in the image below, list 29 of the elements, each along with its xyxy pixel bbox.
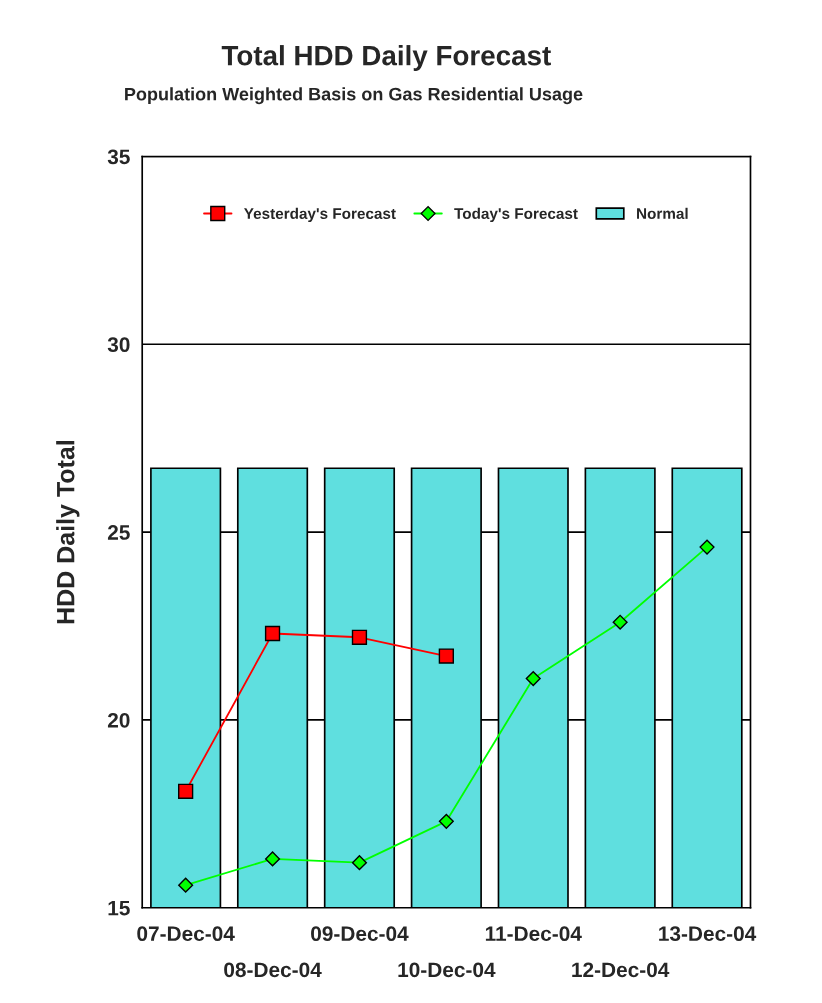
point bbox=[438, 648, 454, 664]
point bbox=[178, 877, 194, 893]
chart-subtitle: Population Weighted Basis on Gas Residential Usage bbox=[125, 87, 583, 105]
y-tick-label: 25 bbox=[107, 525, 130, 540]
x-tick-label: 13-Dec-04 bbox=[659, 926, 757, 942]
legend-label: Today's Forecast bbox=[454, 207, 578, 223]
point bbox=[178, 783, 194, 799]
y-tick-label: 20 bbox=[107, 712, 130, 728]
x-tick-label: 10-Dec-04 bbox=[398, 962, 496, 978]
legend-label: Yesterday's Forecast bbox=[244, 207, 396, 223]
x-tick-label: 09-Dec-04 bbox=[311, 926, 409, 942]
point bbox=[264, 851, 281, 867]
y-tick-label: 15 bbox=[108, 900, 130, 916]
point bbox=[525, 671, 541, 687]
x-tick-label: 08-Dec-04 bbox=[224, 962, 322, 978]
y-tick-label: 35 bbox=[107, 149, 130, 165]
point bbox=[351, 855, 368, 871]
point bbox=[438, 813, 454, 829]
x-tick-label: 12-Dec-04 bbox=[572, 962, 670, 978]
point bbox=[612, 614, 628, 630]
legend-label: Normal bbox=[637, 207, 688, 219]
y-tick-label: 30 bbox=[107, 337, 130, 353]
y-axis-title: HDD Daily Total bbox=[56, 441, 80, 624]
point bbox=[351, 629, 368, 645]
chart-title: Total HDD Daily Forecast bbox=[221, 45, 551, 71]
point bbox=[699, 539, 715, 555]
point bbox=[264, 625, 281, 642]
x-tick-label: 07-Dec-04 bbox=[137, 926, 235, 942]
x-tick-label: 11-Dec-04 bbox=[485, 926, 582, 942]
